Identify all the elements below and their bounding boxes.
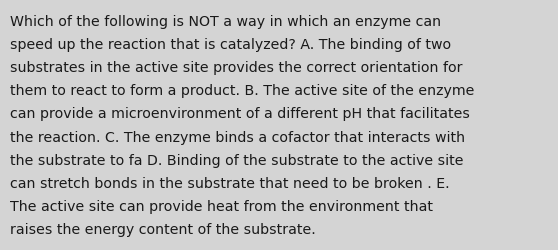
Text: raises the energy content of the substrate.: raises the energy content of the substra… (10, 222, 316, 236)
Text: the substrate to fa D. Binding of the substrate to the active site: the substrate to fa D. Binding of the su… (10, 153, 464, 167)
Text: can stretch bonds in the substrate that need to be broken . E.: can stretch bonds in the substrate that … (10, 176, 450, 190)
Text: substrates in the active site provides the correct orientation for: substrates in the active site provides t… (10, 61, 463, 75)
Text: the reaction. C. The enzyme binds a cofactor that interacts with: the reaction. C. The enzyme binds a cofa… (10, 130, 465, 144)
Text: The active site can provide heat from the environment that: The active site can provide heat from th… (10, 199, 433, 213)
Text: can provide a microenvironment of a different pH that facilitates: can provide a microenvironment of a diff… (10, 107, 470, 121)
Text: them to react to form a product. B. The active site of the enzyme: them to react to form a product. B. The … (10, 84, 474, 98)
Text: Which of the following is NOT a way in which an enzyme can: Which of the following is NOT a way in w… (10, 15, 441, 29)
Text: speed up the reaction that is catalyzed? A. The binding of two: speed up the reaction that is catalyzed?… (10, 38, 451, 52)
